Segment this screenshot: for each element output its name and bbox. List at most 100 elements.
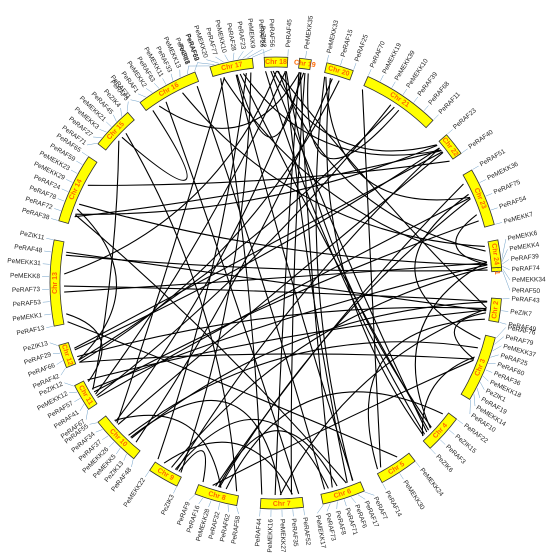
gene-tick [198, 497, 204, 505]
gene-label: PeMEKK31 [7, 258, 41, 268]
chromosome-label: Chr 24 [490, 243, 500, 266]
gene-tick [447, 129, 453, 135]
chromosome-segment [460, 334, 496, 400]
gene-tick [368, 69, 372, 76]
synteny-link [455, 214, 488, 266]
gene-tick [187, 65, 189, 75]
gene-tick [423, 105, 429, 111]
synteny-link [74, 214, 347, 484]
gene-label: PeMEKK16 [267, 518, 275, 552]
gene-label: PeMEKK30 [401, 479, 425, 511]
gene-tick [130, 99, 140, 102]
gene-tick [430, 448, 436, 455]
synteny-link [65, 254, 488, 272]
gene-tick [70, 169, 78, 174]
gene-tick [44, 313, 52, 316]
chromosome-segment [320, 481, 365, 505]
synteny-link [326, 78, 424, 436]
gene-tick [305, 50, 307, 58]
gene-label: PeMEKK35 [304, 15, 315, 50]
synteny-link [182, 92, 485, 248]
gene-tick [56, 360, 63, 365]
gene-label: PeRAF53 [12, 299, 41, 308]
chromosome-label: Chr 2 [491, 301, 500, 320]
chromosome-segment [363, 76, 434, 129]
chromosome-label: Chr 17 [221, 61, 244, 72]
gene-label: PeRAF13 [16, 325, 45, 337]
gene-tick [95, 429, 103, 433]
chromosome-label: Chr 19 [294, 59, 317, 69]
gene-tick [194, 62, 198, 72]
gene-tick [64, 382, 74, 387]
gene-label: PeRAF50 [512, 287, 541, 295]
gene-tick [52, 352, 61, 355]
chromosome-segment [462, 169, 495, 228]
gene-tick [490, 207, 498, 211]
synteny-link [130, 400, 282, 496]
gene-label: PeMEKK33 [326, 19, 340, 54]
gene-tick [87, 142, 98, 146]
chromosome-segment [74, 380, 98, 410]
synteny-link [64, 262, 488, 293]
gene-label: PeRAF62 [219, 513, 232, 542]
synteny-link [64, 285, 488, 302]
chromosome-segment [438, 134, 462, 160]
gene-label: PeMEKK22 [123, 477, 148, 509]
gene-tick [292, 509, 294, 517]
gene-tick [60, 367, 66, 376]
gene-tick [402, 88, 408, 95]
gene-label: PeRAF52 [301, 517, 311, 546]
gene-label: PeMEKK6 [507, 230, 538, 243]
gene-label: PeMEKK4 [509, 241, 540, 252]
synteny-link [66, 313, 103, 382]
gene-tick [50, 218, 58, 221]
gene-label: PeZIK3 [160, 493, 176, 516]
gene-label: PeRAF39 [510, 253, 539, 263]
gene-tick [236, 506, 239, 515]
gene-tick [382, 483, 387, 490]
synteny-link [325, 76, 471, 201]
synteny-link [176, 147, 440, 471]
gene-label: PeRAF58 [231, 515, 242, 544]
gene-tick [46, 238, 54, 240]
gene-tick [144, 471, 150, 478]
gene-tick [353, 63, 357, 70]
gene-tick [502, 259, 509, 265]
gene-tick [326, 503, 331, 512]
synteny-link [76, 208, 118, 361]
chromosome-segment [58, 342, 77, 369]
chromosome-segment [298, 57, 312, 71]
synteny-link [131, 301, 488, 439]
gene-label: PeMEKK27 [278, 519, 286, 553]
synteny-link [284, 71, 348, 483]
gene-tick [494, 336, 504, 345]
gene-tick [93, 136, 102, 138]
gene-tick [415, 461, 421, 468]
chromosome-segment [422, 412, 458, 449]
gene-label: PeZIK7 [510, 309, 533, 319]
gene-tick [131, 459, 134, 468]
gene-tick [113, 114, 117, 122]
chromosome-segment [58, 156, 98, 224]
gene-tick [57, 198, 65, 202]
synteny-link [414, 261, 488, 429]
synteny-link [171, 266, 488, 468]
gene-tick [170, 73, 174, 81]
chromosome-segment [376, 452, 416, 484]
gene-tick [218, 502, 220, 510]
gene-label: PeRAF35 [290, 518, 299, 547]
gene-tick [496, 327, 506, 339]
gene-tick [252, 48, 273, 58]
gene-tick [46, 326, 54, 328]
gene-tick [303, 508, 305, 516]
gene-label: PeRAF54 [498, 195, 527, 211]
gene-tick [476, 388, 481, 399]
gene-tick [495, 222, 503, 225]
gene-tick [81, 151, 88, 157]
gene-tick [138, 93, 146, 98]
chromosome-label: Chr 18 [265, 59, 287, 66]
gene-tick [350, 497, 357, 504]
chromosome-segment [149, 461, 182, 487]
gene-tick [99, 129, 107, 133]
gene-tick [42, 263, 50, 265]
